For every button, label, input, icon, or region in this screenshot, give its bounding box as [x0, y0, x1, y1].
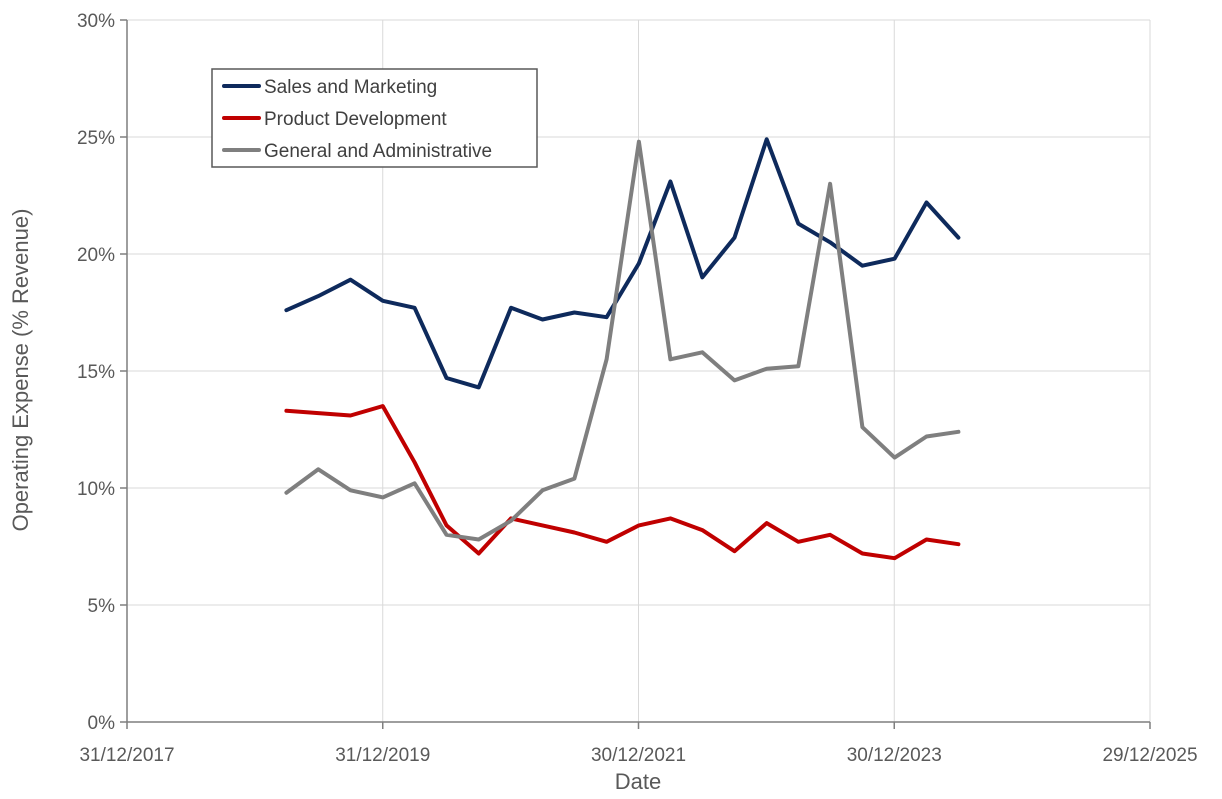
axis-ticks: 0% 5% 10% 15% 20% 25% 30% 31/12/2017 31/12/2019 3…	[77, 11, 1198, 766]
y-axis-title: Operating Expense (% Revenue)	[8, 209, 33, 532]
x-tick-label: 31/12/2019	[335, 745, 430, 766]
series-line-sales-and-marketing	[284, 137, 961, 390]
x-tick-label: 30/12/2021	[591, 745, 686, 766]
series-layer	[284, 137, 961, 561]
y-tick-label: 20%	[77, 245, 115, 266]
legend-label: General and Administrative	[264, 141, 492, 162]
y-tick-label: 15%	[77, 362, 115, 383]
y-tick-label: 10%	[77, 479, 115, 500]
series-line-product-development	[284, 404, 961, 561]
y-tick-label: 0%	[88, 713, 116, 734]
legend: Sales and Marketing Product Development Ge…	[211, 68, 538, 168]
legend-label: Product Development	[264, 109, 447, 130]
y-tick-label: 30%	[77, 11, 115, 32]
x-axis-title: Date	[615, 769, 661, 794]
legend-box	[211, 68, 538, 168]
y-tick-label: 5%	[88, 596, 116, 617]
x-tick-label: 29/12/2025	[1102, 745, 1197, 766]
legend-label: Sales and Marketing	[264, 77, 437, 98]
x-tick-label: 30/12/2023	[847, 745, 942, 766]
x-tick-label: 31/12/2017	[79, 745, 174, 766]
y-tick-label: 25%	[77, 128, 115, 149]
series-line-general-and-administrative	[284, 139, 961, 542]
